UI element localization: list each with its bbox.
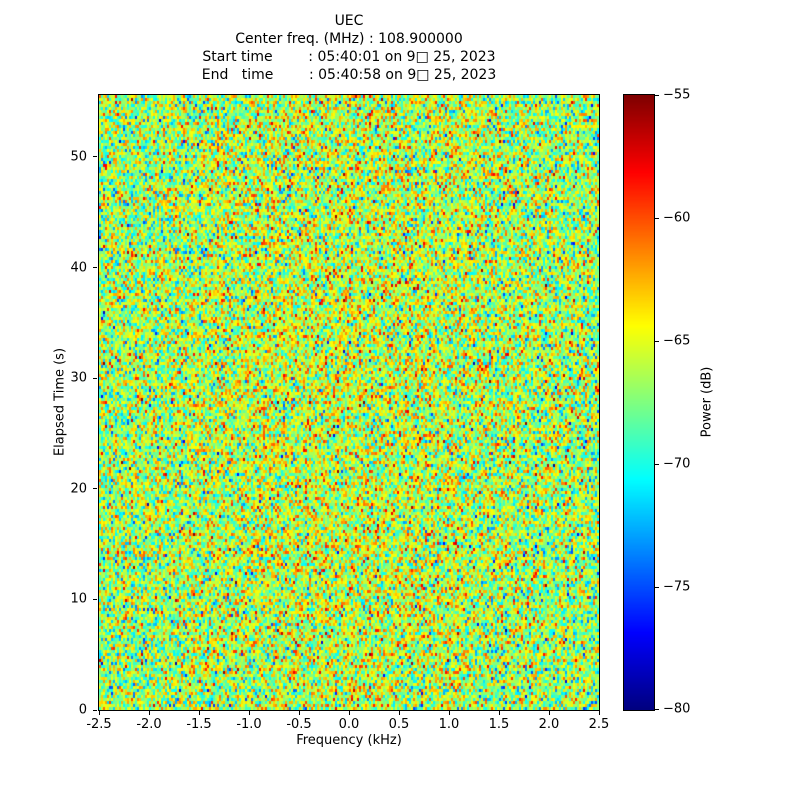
x-tick-label: -0.5	[286, 717, 312, 732]
x-axis-label: Frequency (kHz)	[296, 733, 402, 748]
x-tick-mark	[348, 711, 350, 715]
y-tick-mark	[93, 709, 97, 711]
plot-title: UEC	[334, 13, 364, 29]
x-tick-mark	[548, 711, 550, 715]
colorbar-label: Power (dB)	[699, 366, 715, 438]
colorbar-tick-mark	[655, 217, 659, 219]
x-tick-label: -1.5	[186, 717, 212, 732]
x-tick-mark	[148, 711, 150, 715]
y-tick-label: 50	[70, 149, 87, 165]
x-tick-label: 0.0	[338, 717, 360, 732]
x-tick-mark	[198, 711, 200, 715]
x-tick-label: 1.5	[488, 717, 510, 732]
y-tick-mark	[93, 156, 97, 158]
start-time-line: Start time : 05:40:01 on 9□ 25, 2023	[202, 49, 496, 65]
colorbar-tick-mark	[655, 708, 659, 710]
colorbar-frame	[623, 94, 655, 711]
x-tick-mark	[248, 711, 250, 715]
x-tick-label: 0.5	[388, 717, 410, 732]
end-time-line: End time : 05:40:58 on 9□ 25, 2023	[201, 67, 497, 83]
y-tick-label: 0	[78, 702, 87, 718]
x-tick-mark	[498, 711, 500, 715]
colorbar-canvas	[624, 95, 654, 710]
y-tick-mark	[93, 377, 97, 379]
x-tick-mark	[398, 711, 400, 715]
y-tick-mark	[93, 598, 97, 600]
plot-frame	[98, 94, 600, 711]
colorbar-tick-mark	[655, 94, 659, 96]
x-tick-label: -2.0	[136, 717, 162, 732]
spectrogram-canvas	[99, 95, 599, 710]
y-tick-label: 10	[70, 591, 87, 607]
title-block: UEC Center freq. (MHz) : 108.900000 Star…	[99, 12, 599, 84]
colorbar-tick-mark	[655, 463, 659, 465]
y-tick-label: 20	[70, 481, 87, 497]
colorbar-tick-mark	[655, 340, 659, 342]
colorbar-tick-label: −55	[663, 87, 691, 103]
colorbar-tick-label: −75	[663, 579, 691, 595]
x-tick-label: 2.5	[588, 717, 610, 732]
x-tick-mark	[98, 711, 100, 715]
x-tick-label: -1.0	[236, 717, 262, 732]
colorbar-tick-label: −70	[663, 456, 691, 472]
x-tick-mark	[448, 711, 450, 715]
y-tick-label: 30	[70, 370, 87, 386]
y-tick-mark	[93, 267, 97, 269]
x-tick-label: 1.0	[438, 717, 460, 732]
colorbar-tick-mark	[655, 586, 659, 588]
y-tick-mark	[93, 488, 97, 490]
y-tick-label: 40	[70, 260, 87, 276]
colorbar-tick-label: −60	[663, 210, 691, 226]
x-tick-mark	[598, 711, 600, 715]
x-tick-label: 2.0	[538, 717, 560, 732]
colorbar-tick-label: −80	[663, 701, 691, 717]
center-freq-line: Center freq. (MHz) : 108.900000	[235, 31, 463, 47]
y-axis-label: Elapsed Time (s)	[52, 347, 68, 457]
x-tick-mark	[298, 711, 300, 715]
x-tick-label: -2.5	[86, 717, 112, 732]
colorbar-tick-label: −65	[663, 333, 691, 349]
